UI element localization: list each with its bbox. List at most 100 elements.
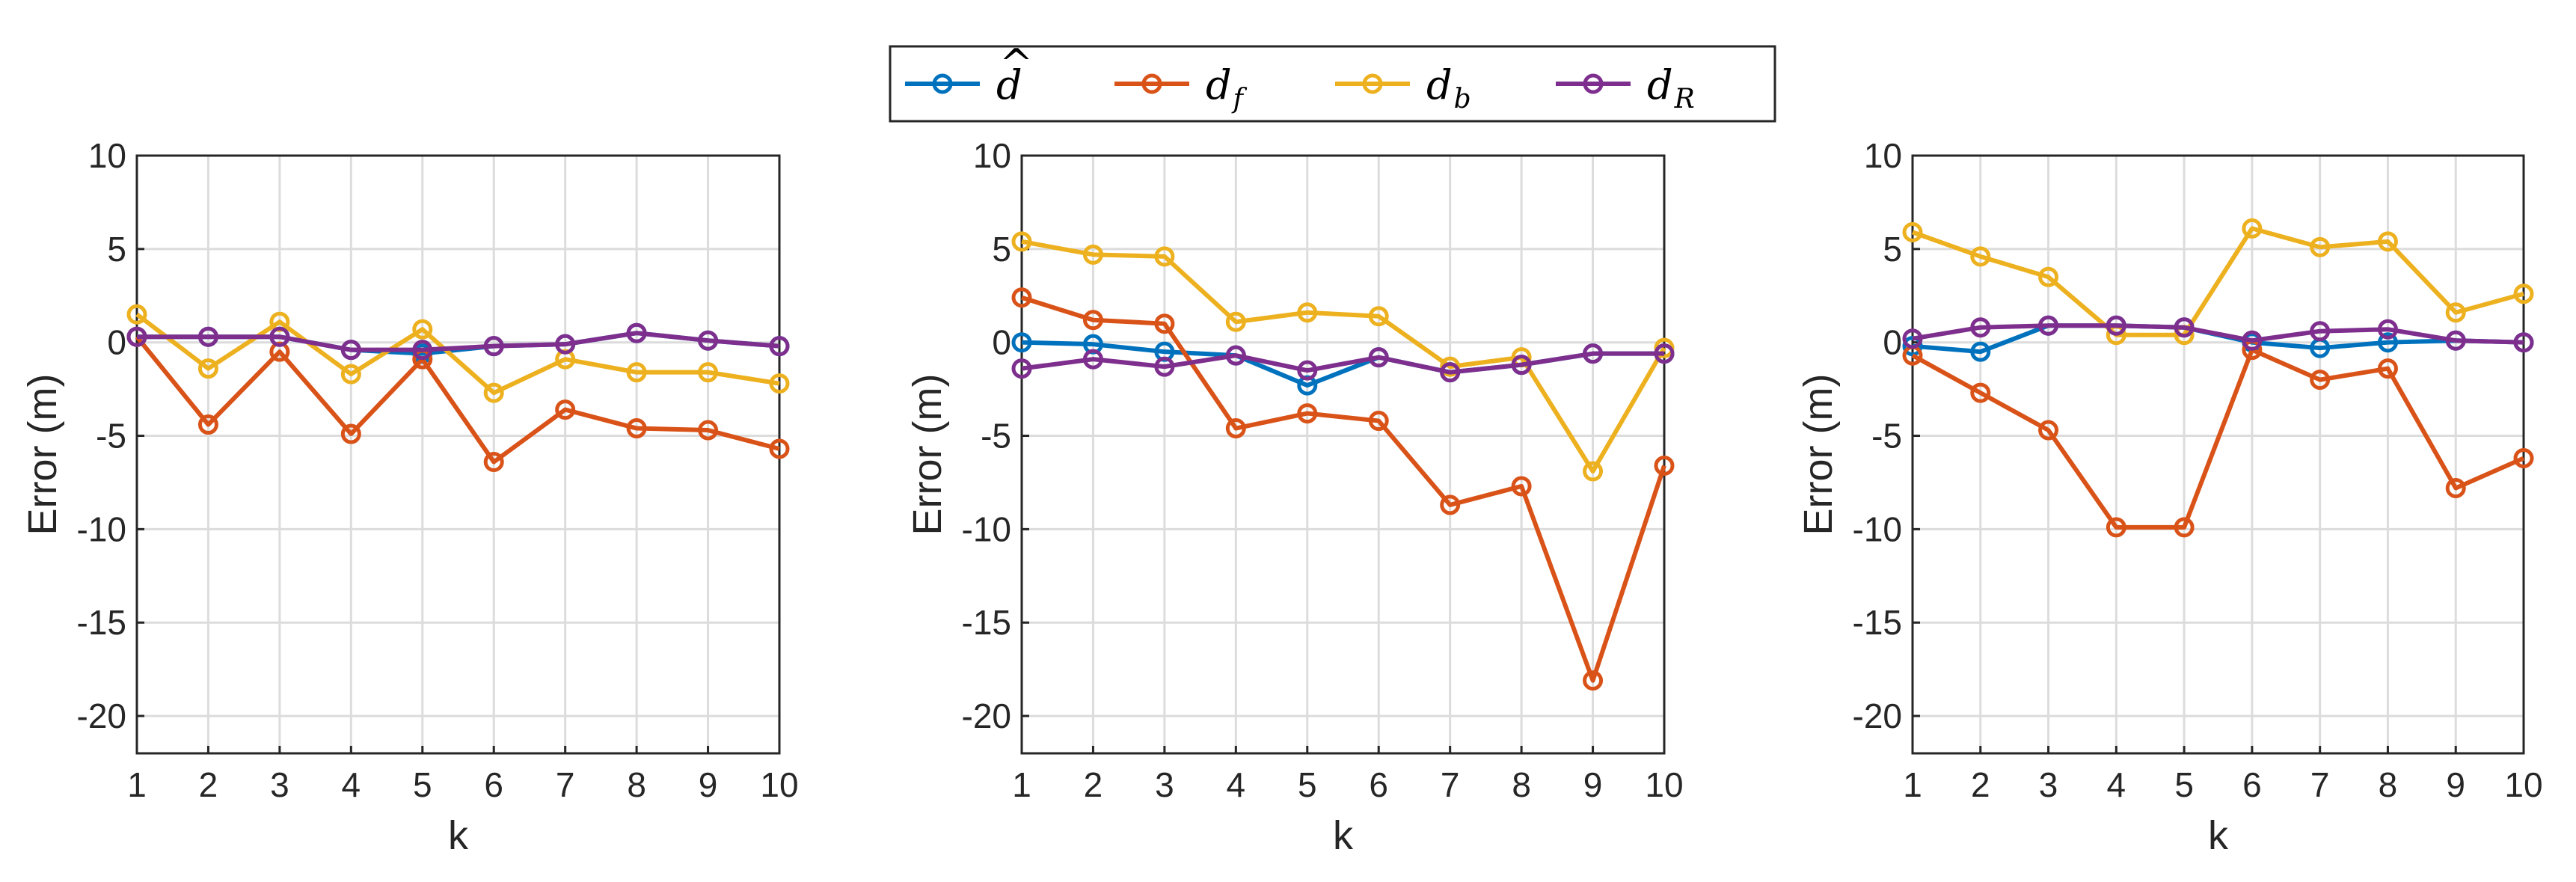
x-tick-label: 10: [760, 765, 798, 804]
x-tick-label: 1: [1903, 765, 1922, 804]
series-line-df: [1021, 295, 1666, 683]
series-line-db: [1021, 239, 1666, 474]
data-point-df: [1225, 418, 1246, 439]
data-point-db: [1970, 246, 1991, 267]
series-db: [1902, 218, 2534, 346]
x-tick-label: 4: [2107, 765, 2126, 804]
data-point-db: [769, 373, 790, 394]
y-tick-label: -20: [962, 696, 1011, 735]
plot-area: [137, 156, 779, 753]
data-point-db: [2038, 266, 2059, 287]
axes-box: [1020, 154, 1666, 755]
data-point-dR: [769, 336, 790, 357]
series-dR: [1902, 315, 2534, 353]
data-point-df: [483, 451, 504, 472]
y-tick-label: 10: [1864, 136, 1902, 175]
data-point-dR: [1902, 328, 1923, 349]
data-point-dR: [1368, 347, 1389, 368]
data-point-db: [1011, 231, 1032, 252]
x-tick-label: 2: [1971, 765, 1990, 804]
y-tick-label: -10: [77, 509, 126, 548]
data-point-db: [1225, 311, 1246, 332]
data-point-df: [1154, 313, 1175, 334]
x-tick-label: 3: [270, 765, 289, 804]
data-point-dR: [483, 336, 504, 357]
data-point-dR: [1970, 317, 1991, 338]
series-line-dR: [1912, 323, 2524, 345]
series-dR: [1011, 343, 1675, 383]
series-line-df: [1911, 347, 2525, 530]
x-tick-label: 10: [2504, 765, 2542, 804]
data-point-db: [626, 362, 647, 383]
data-point-dhat: [2377, 332, 2398, 353]
axes-box: [1911, 154, 2525, 755]
x-tick-label: 9: [2446, 765, 2465, 804]
data-point-dR: [1583, 343, 1604, 364]
data-point-dR: [2377, 319, 2398, 340]
data-point-db: [1297, 302, 1318, 323]
data-point-dR: [197, 326, 218, 347]
y-axis-label: Error (m): [1796, 374, 1841, 536]
x-tick-label: 5: [1298, 765, 1317, 804]
series-df: [1902, 340, 2534, 538]
data-point-dR: [1011, 358, 1032, 379]
x-tick-label: 5: [413, 765, 432, 804]
x-tick-label: 6: [2242, 765, 2262, 804]
x-tick-label: 4: [342, 765, 361, 804]
y-tick-label: -10: [1853, 509, 1902, 548]
axes-box: [135, 154, 781, 755]
plot-area: [1022, 156, 1664, 753]
y-tick-label: 5: [992, 230, 1011, 269]
data-point-df: [2174, 517, 2195, 538]
data-point-dR: [698, 330, 719, 351]
x-tick-label: 1: [127, 765, 147, 804]
y-tick-label: -20: [77, 696, 126, 735]
data-point-dR: [555, 334, 576, 355]
data-point-df: [340, 423, 361, 444]
x-tick-label: 5: [2174, 765, 2194, 804]
y-axis-label: Error (m): [20, 374, 65, 536]
y-tick-label: 0: [107, 323, 126, 362]
series-line-dR: [137, 331, 780, 352]
x-tick-label: 9: [699, 765, 718, 804]
data-point-db: [2513, 284, 2534, 304]
series-line-dR: [1021, 351, 1664, 375]
legend-swatch-marker: [1141, 73, 1162, 94]
data-point-db: [2445, 302, 2466, 323]
data-point-db: [698, 362, 719, 383]
y-tick-label: 0: [992, 323, 1011, 362]
data-point-dR: [2513, 332, 2534, 353]
plot-area: [1913, 156, 2524, 753]
data-point-dR: [1511, 355, 1532, 376]
data-point-df: [1970, 382, 1991, 403]
y-tick-label: -15: [77, 603, 126, 642]
data-point-dR: [1297, 360, 1318, 381]
data-point-db: [412, 319, 433, 340]
data-point-db: [1902, 221, 1923, 242]
data-point-db: [2377, 231, 2398, 252]
data-point-dR: [2310, 321, 2331, 342]
data-point-df: [2038, 420, 2059, 441]
data-point-dhat: [1011, 332, 1032, 353]
legend-label: dR: [1647, 61, 1695, 114]
x-tick-label: 3: [1155, 765, 1174, 804]
data-point-db: [2242, 218, 2263, 239]
y-axis-label: Error (m): [905, 374, 950, 536]
data-point-dR: [1440, 362, 1461, 383]
legend-swatch-marker: [932, 73, 953, 94]
data-point-dR: [340, 340, 361, 361]
data-point-dR: [126, 326, 147, 347]
legend-swatch-marker: [1362, 73, 1383, 94]
data-point-db: [1154, 246, 1175, 267]
series-dR: [126, 322, 790, 361]
data-point-db: [2310, 236, 2331, 257]
y-tick-label: 10: [88, 136, 126, 175]
data-point-df: [1011, 287, 1032, 308]
data-point-df: [2106, 517, 2126, 538]
legend-entry-dR: dR: [1556, 61, 1695, 114]
y-tick-label: -10: [962, 509, 1011, 548]
x-tick-label: 6: [484, 765, 503, 804]
series-line-db: [1911, 226, 2524, 337]
legend-label: d: [996, 61, 1022, 108]
data-point-dR: [1154, 356, 1175, 377]
